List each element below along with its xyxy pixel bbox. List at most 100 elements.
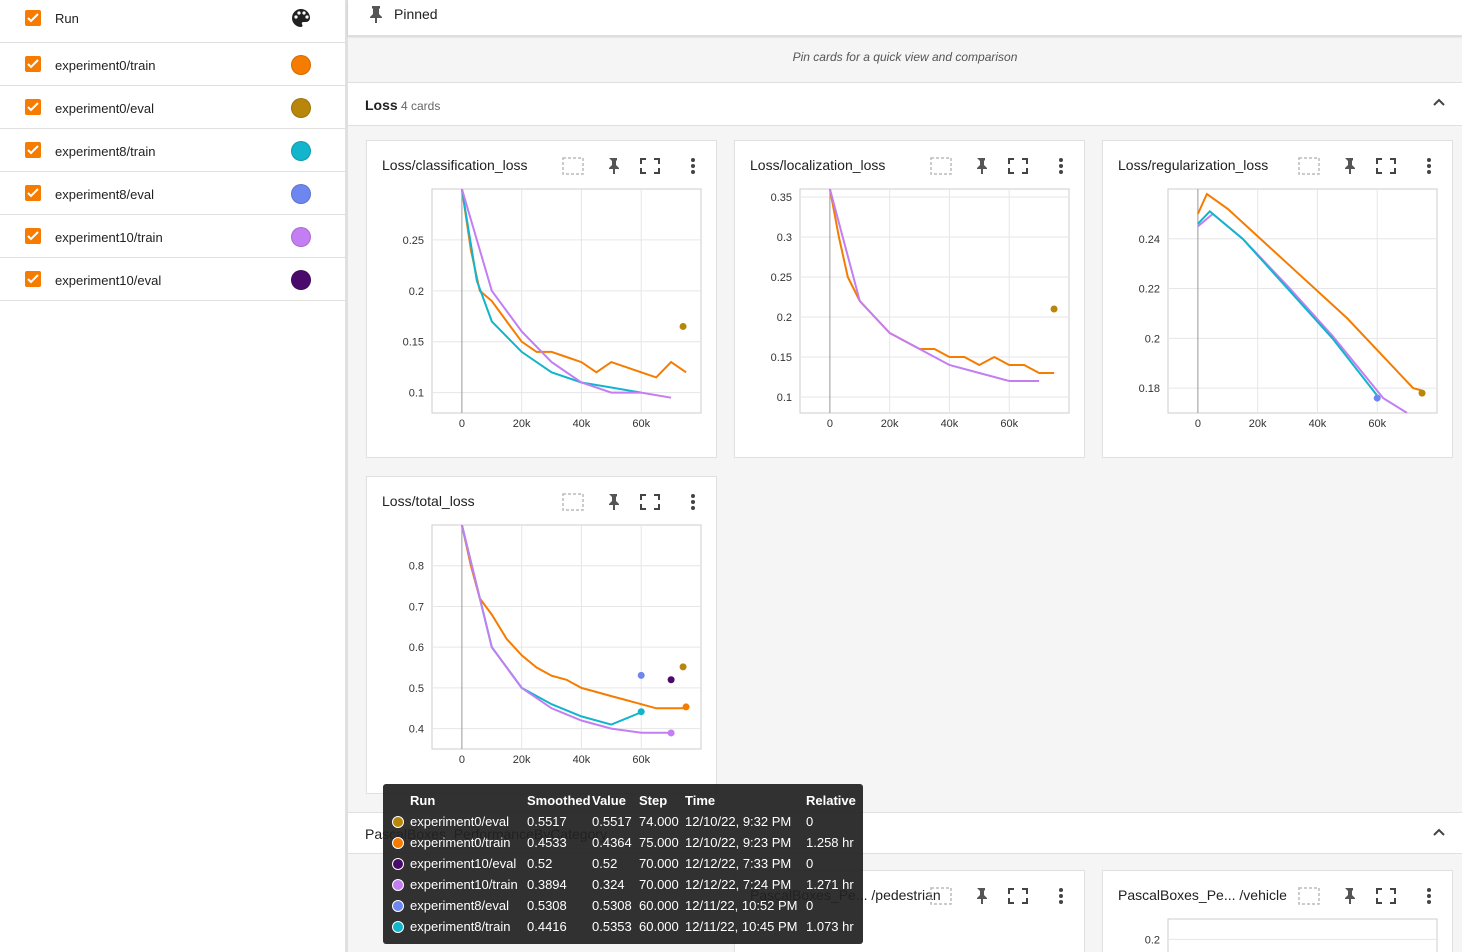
run-color[interactable] xyxy=(291,184,311,204)
menu-dot[interactable] xyxy=(1427,164,1431,168)
run-sidebar: Run experiment0/train experiment0/eval expe… xyxy=(0,0,348,952)
menu-dot[interactable] xyxy=(1059,170,1063,174)
check xyxy=(27,231,39,241)
tooltip-cell: 12/10/22, 9:23 PM xyxy=(685,835,792,850)
y-tick-label: 0.7 xyxy=(409,601,424,613)
x-tick-label: 20k xyxy=(1249,418,1267,430)
chart: 0.1 0.15 0.2 0.25 0 20k 40k 60k xyxy=(403,188,702,430)
tooltip-cell: 0.5308 xyxy=(527,898,567,913)
fit-icon[interactable] xyxy=(930,887,952,905)
fit-icon[interactable] xyxy=(562,157,584,175)
menu-dot[interactable] xyxy=(691,164,695,168)
check xyxy=(27,145,39,155)
y-tick-label: 0.2 xyxy=(1145,333,1160,345)
tooltip-cell: 12/11/22, 10:45 PM xyxy=(685,919,798,934)
menu-dot[interactable] xyxy=(1059,888,1063,892)
tooltip-cell: 12/12/22, 7:24 PM xyxy=(685,877,792,892)
menu-dot[interactable] xyxy=(1427,158,1431,162)
menu-dot[interactable] xyxy=(691,506,695,510)
palette-icon[interactable] xyxy=(290,7,312,29)
checkbox[interactable] xyxy=(25,99,41,115)
tooltip-cell: 0 xyxy=(806,898,814,913)
tooltip-header: Smoothed xyxy=(527,793,591,808)
end-point xyxy=(637,708,645,716)
x-tick-label: 60k xyxy=(1000,418,1018,430)
menu-dot[interactable] xyxy=(691,170,695,174)
fit-icon[interactable] xyxy=(1298,157,1320,175)
fullscreen-icon[interactable] xyxy=(640,494,660,510)
pin-icon[interactable] xyxy=(977,888,987,904)
tooltip-cell: 70.000 xyxy=(639,856,679,871)
collapse-icon[interactable] xyxy=(1432,825,1446,839)
menu-dot[interactable] xyxy=(691,500,695,504)
tooltip-cell: 1.258 hr xyxy=(806,835,854,850)
fullscreen-icon[interactable] xyxy=(1376,888,1396,904)
y-tick-label: 0.6 xyxy=(409,642,424,654)
series-line xyxy=(460,525,687,710)
fullscreen-icon[interactable] xyxy=(640,158,660,174)
fit-icon[interactable] xyxy=(562,493,584,511)
fit-icon[interactable] xyxy=(930,157,952,175)
menu-dot[interactable] xyxy=(691,158,695,162)
palette-dot xyxy=(302,11,306,15)
menu-dot[interactable] xyxy=(1427,170,1431,174)
section-header[interactable]: Loss 4 cards xyxy=(348,82,1462,126)
fullscreen-icon[interactable] xyxy=(1008,888,1028,904)
fullscreen-icon[interactable] xyxy=(1008,158,1028,174)
plot-frame xyxy=(1167,918,1438,952)
menu-dot[interactable] xyxy=(1059,158,1063,162)
series-line xyxy=(460,189,672,399)
chart: 0.2 xyxy=(1145,918,1438,952)
checkbox[interactable] xyxy=(25,142,41,158)
run-color[interactable] xyxy=(291,98,311,118)
menu-dot[interactable] xyxy=(1059,164,1063,168)
series-line xyxy=(460,525,642,726)
run-color[interactable] xyxy=(291,141,311,161)
menu-dot[interactable] xyxy=(1427,900,1431,904)
y-tick-label: 0.8 xyxy=(409,561,424,573)
x-tick-label: 0 xyxy=(827,418,833,430)
checkbox[interactable] xyxy=(25,228,41,244)
x-tick-label: 20k xyxy=(513,754,531,766)
pin-icon[interactable] xyxy=(1345,888,1355,904)
checkbox-mark xyxy=(27,102,39,112)
run-name: experiment10/train xyxy=(55,230,163,245)
card-title: Loss/localization_loss xyxy=(750,157,886,173)
checkbox[interactable] xyxy=(25,56,41,72)
run-color[interactable] xyxy=(291,55,311,75)
checkbox[interactable] xyxy=(25,271,41,287)
y-tick-label: 0.4 xyxy=(409,724,424,736)
pin-icon[interactable] xyxy=(1345,158,1355,174)
card-toolbar xyxy=(1298,887,1431,905)
y-tick-label: 0.5 xyxy=(409,683,424,695)
pin-icon[interactable] xyxy=(977,158,987,174)
tooltip-cell: 0.5517 xyxy=(592,814,632,829)
fullscreen-icon[interactable] xyxy=(1376,158,1396,174)
pinned-title: Pinned xyxy=(394,6,438,22)
y-tick-label: 0.1 xyxy=(409,388,424,400)
menu-dot[interactable] xyxy=(1059,894,1063,898)
series-line xyxy=(460,525,672,734)
x-tick-label: 20k xyxy=(881,418,899,430)
menu-dot[interactable] xyxy=(1059,900,1063,904)
y-tick-label: 0.25 xyxy=(403,235,424,247)
fit-icon[interactable] xyxy=(1298,887,1320,905)
end-point xyxy=(667,676,675,684)
menu-dot[interactable] xyxy=(691,494,695,498)
tooltip-cell: 0.5353 xyxy=(592,919,632,934)
menu-dot[interactable] xyxy=(1427,888,1431,892)
tooltip-cell: experiment10/eval xyxy=(410,856,517,871)
run-color[interactable] xyxy=(291,227,311,247)
checkbox[interactable] xyxy=(25,185,41,201)
pin-icon[interactable] xyxy=(609,158,619,174)
x-tick-label: 0 xyxy=(459,418,465,430)
checkbox[interactable] xyxy=(25,10,41,26)
menu-dot[interactable] xyxy=(1427,894,1431,898)
tooltip-cell: 0.5308 xyxy=(592,898,632,913)
pin-icon[interactable] xyxy=(609,494,619,510)
collapse-icon[interactable] xyxy=(1432,95,1446,109)
tooltip-cell: experiment8/train xyxy=(410,919,511,934)
chart-card: Loss/localization_loss 0.1 0.15 0.2 0.25 0.3 0… xyxy=(734,140,1085,458)
run-color[interactable] xyxy=(291,270,311,290)
run-row: experiment0/eval xyxy=(0,86,345,129)
